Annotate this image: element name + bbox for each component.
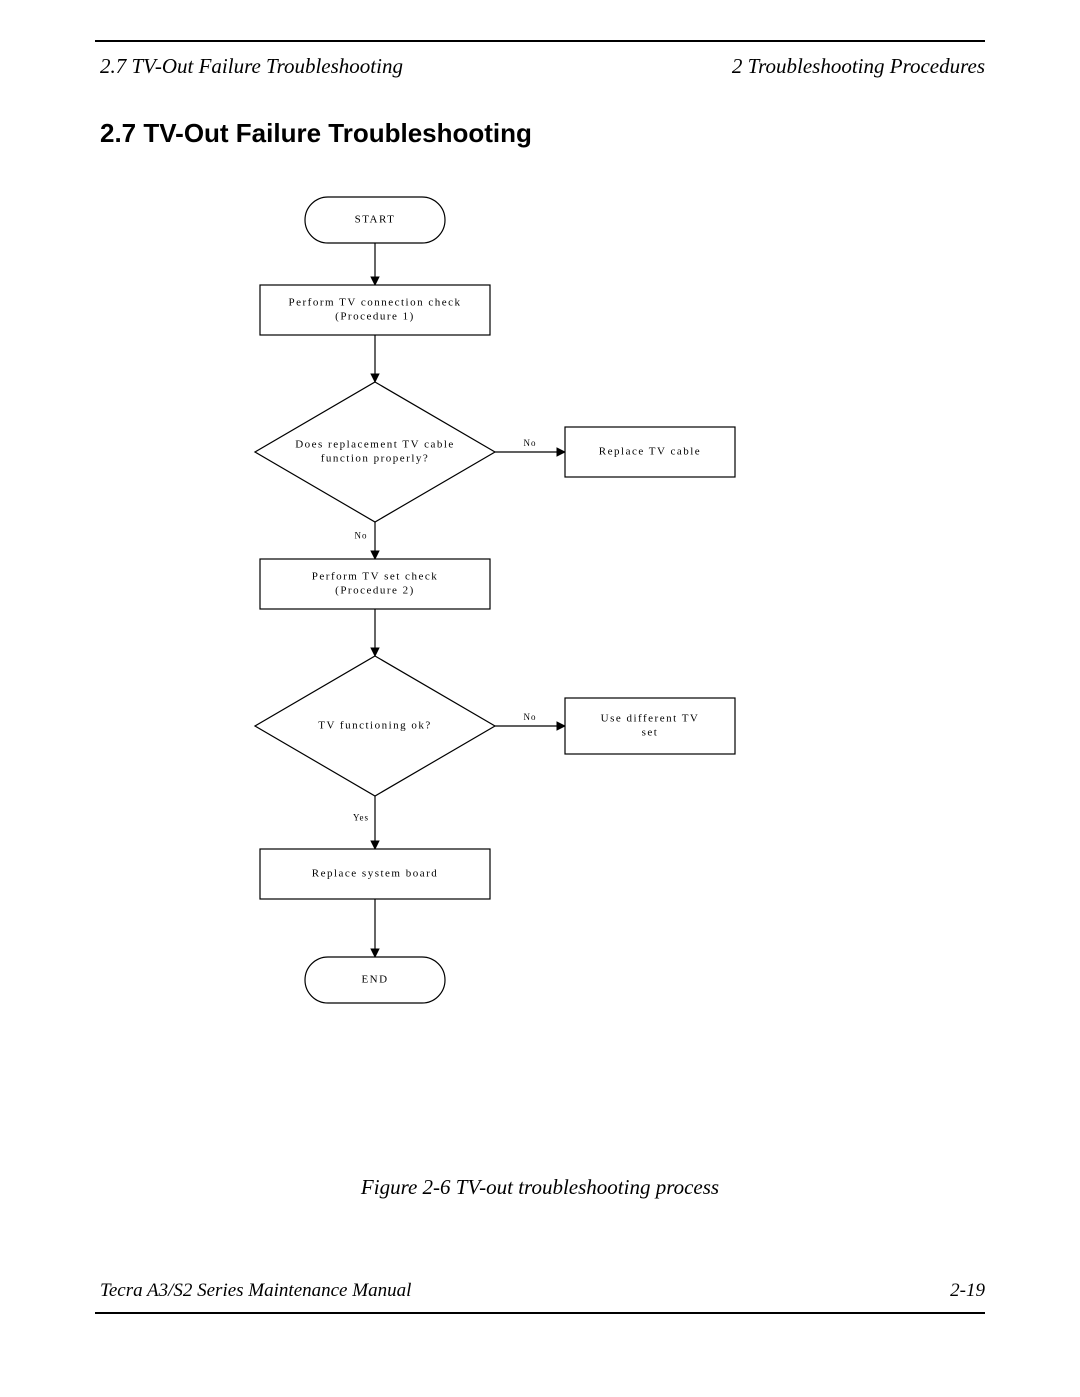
flow-node-label: Replace system board [312,868,439,880]
header-right: 2 Troubleshooting Procedures [732,54,985,79]
flow-node-label: TV functioning ok? [318,720,432,732]
footer-right: 2-19 [950,1280,985,1302]
flow-node-label: Use different TV [601,713,700,725]
flow-node-proc2: Perform TV set check (Procedure 2) [260,559,490,609]
flow-node-dec1: Does replacement TV cable function proper… [255,382,495,522]
flow-edge-label: No [524,712,537,722]
flow-node-proc3: Replace system board [260,849,490,899]
figure-caption: Figure 2-6 TV-out troubleshooting proces… [0,1175,1080,1200]
flow-edge-label: No [524,438,537,448]
flow-node-dec2: TV functioning ok? [255,656,495,796]
flow-node-label: START [355,214,396,226]
flowchart: No No No Yes START Perform TV connection chec… [95,180,985,1140]
flow-node-act1: Replace TV cable [565,427,735,477]
flow-edge-label: Yes [353,813,369,823]
flow-node-label: (Procedure 1) [335,311,415,323]
flow-node-label: END [361,974,388,986]
flow-node-label: Perform TV set check [312,571,438,583]
flow-node-start: START [305,197,445,243]
section-title: 2.7 TV-Out Failure Troubleshooting [100,118,532,149]
page: 2.7 TV-Out Failure Troubleshooting 2 Tro… [0,0,1080,1397]
flow-node-act2: Use different TV set [565,698,735,754]
flow-node-proc1: Perform TV connection check (Procedure 1) [260,285,490,335]
flow-node-label: set [642,727,659,739]
header-left: 2.7 TV-Out Failure Troubleshooting [100,54,403,79]
flow-node-label: function properly? [321,453,430,465]
flow-node-label: Replace TV cable [599,446,701,458]
flow-node-label: (Procedure 2) [335,585,415,597]
flow-node-end: END [305,957,445,1003]
flow-edge-label: No [355,531,368,541]
flow-node-label: Does replacement TV cable [295,439,455,451]
flow-node-label: Perform TV connection check [289,297,462,309]
footer-left: Tecra A3/S2 Series Maintenance Manual [100,1280,411,1302]
